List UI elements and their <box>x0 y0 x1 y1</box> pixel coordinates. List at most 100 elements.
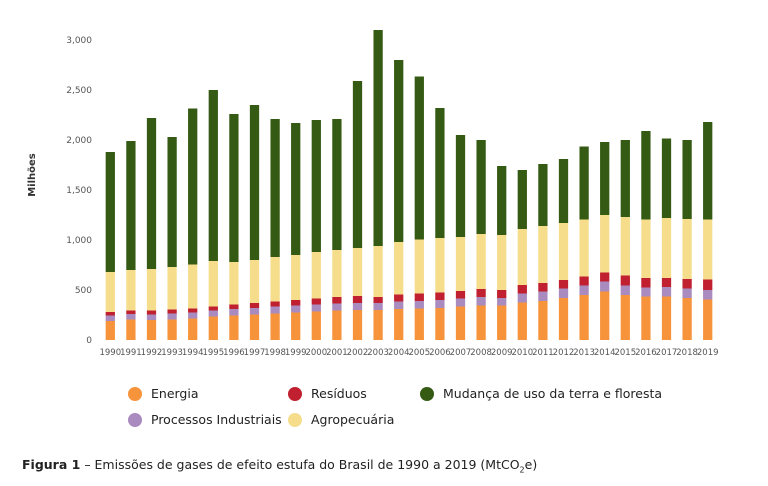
bar-segment <box>167 309 177 314</box>
x-tick-label: 2016 <box>635 348 657 358</box>
bar-segment <box>497 166 507 235</box>
bar-segment <box>538 164 548 226</box>
x-tick-label: 2009 <box>491 348 513 358</box>
bar-segment <box>455 237 466 291</box>
bar-segment <box>291 255 301 300</box>
bar-segment <box>558 223 569 280</box>
bar-segment <box>270 257 280 302</box>
bar-segment <box>188 312 198 319</box>
bar-segment <box>497 298 507 306</box>
bar-segment <box>105 272 115 312</box>
bar-segment <box>332 310 342 340</box>
legend-item-energia: Energia <box>128 386 199 401</box>
bar-segment <box>188 264 198 309</box>
y-tick-label: 2,500 <box>66 86 92 96</box>
bar-segment <box>641 296 651 340</box>
bar-segment <box>105 312 115 316</box>
bar-segment <box>229 315 239 340</box>
bar-segment <box>332 119 342 250</box>
bar-segment <box>105 315 115 321</box>
bar-segment <box>332 303 342 311</box>
bar-segment <box>146 118 157 269</box>
bar-segment <box>414 308 424 340</box>
bar-segment <box>270 313 280 340</box>
bar-segment <box>188 108 198 265</box>
x-tick-label: 2004 <box>388 348 410 358</box>
bar-segment <box>352 310 363 340</box>
x-axis: 1990199119921993199419951996199719981999… <box>99 348 718 358</box>
bar-segment <box>600 142 610 215</box>
x-tick-label: 2008 <box>470 348 492 358</box>
bar-segment <box>497 305 507 340</box>
bar-segment <box>146 320 157 340</box>
x-tick-label: 2000 <box>305 348 327 358</box>
bar-segment <box>600 272 610 282</box>
legend-swatch-energia <box>128 386 142 401</box>
legend-label-processos: Processos Industriais <box>151 412 282 427</box>
bar-segment <box>126 319 136 340</box>
bar-segment <box>600 215 610 273</box>
bar-segment <box>435 300 445 308</box>
bar-segment <box>352 296 363 303</box>
bar-segment <box>311 298 321 305</box>
bar-segment <box>208 261 218 307</box>
bar-segment <box>517 229 527 285</box>
x-tick-label: 1994 <box>182 348 204 358</box>
bar-segment <box>394 309 404 340</box>
bar-segment <box>311 311 321 340</box>
bar-segment <box>229 114 239 262</box>
bar-segment <box>641 131 651 220</box>
legend-item-residuos: Resíduos <box>288 386 367 401</box>
bar-segment <box>558 159 569 223</box>
bar-segment <box>620 140 630 217</box>
bar-segment <box>476 289 486 297</box>
legend-label-energia: Energia <box>151 386 199 401</box>
legend-label-residuos: Resíduos <box>311 386 367 401</box>
legend-swatch-agropecuaria <box>288 412 302 427</box>
y-tick-label: 2,000 <box>66 136 92 146</box>
bar-segment <box>270 119 280 257</box>
bar-segment <box>579 219 589 277</box>
bar-segment <box>435 108 445 238</box>
bar-segment <box>291 300 301 306</box>
bar-segment <box>126 270 136 311</box>
bar-segment <box>414 301 424 309</box>
x-tick-label: 2001 <box>326 348 348 358</box>
bar-segment <box>394 60 404 242</box>
bar-segment <box>517 293 527 303</box>
bar-segment <box>703 279 713 290</box>
bar-segment <box>105 152 115 272</box>
x-tick-label: 1990 <box>99 348 121 358</box>
bar-segment <box>497 235 507 290</box>
bar-segment <box>208 316 218 340</box>
bar-segment <box>414 293 424 301</box>
bar-segment <box>682 219 692 279</box>
bar-segment <box>620 285 630 295</box>
legend-swatch-processos <box>128 412 142 427</box>
bar-segment <box>414 239 424 294</box>
x-tick-label: 2017 <box>656 348 678 358</box>
x-tick-label: 1991 <box>120 348 142 358</box>
y-tick-label: 500 <box>75 286 92 296</box>
bar-segment <box>249 303 260 308</box>
x-tick-label: 1995 <box>202 348 224 358</box>
bar-segment <box>167 319 177 340</box>
bar-segment <box>538 291 548 301</box>
legend: Energia Resíduos Mudança de uso da terra… <box>128 384 728 436</box>
x-tick-label: 2002 <box>347 348 369 358</box>
bar-segment <box>249 314 260 340</box>
y-axis-label: Milhões <box>27 153 38 197</box>
bar-segment <box>579 295 589 340</box>
bar-segment <box>455 291 466 299</box>
x-tick-label: 2005 <box>408 348 430 358</box>
legend-item-mudanca: Mudança de uso da terra e floresta <box>420 386 662 401</box>
bar-segment <box>332 297 342 304</box>
bar-segment <box>311 252 321 299</box>
bar-segment <box>291 305 301 313</box>
bar-segment <box>682 140 692 219</box>
bar-segment <box>105 321 115 340</box>
bar-segment <box>249 105 260 260</box>
bar-segment <box>435 292 445 300</box>
bar-segment <box>311 120 321 252</box>
bar-segment <box>600 281 610 292</box>
